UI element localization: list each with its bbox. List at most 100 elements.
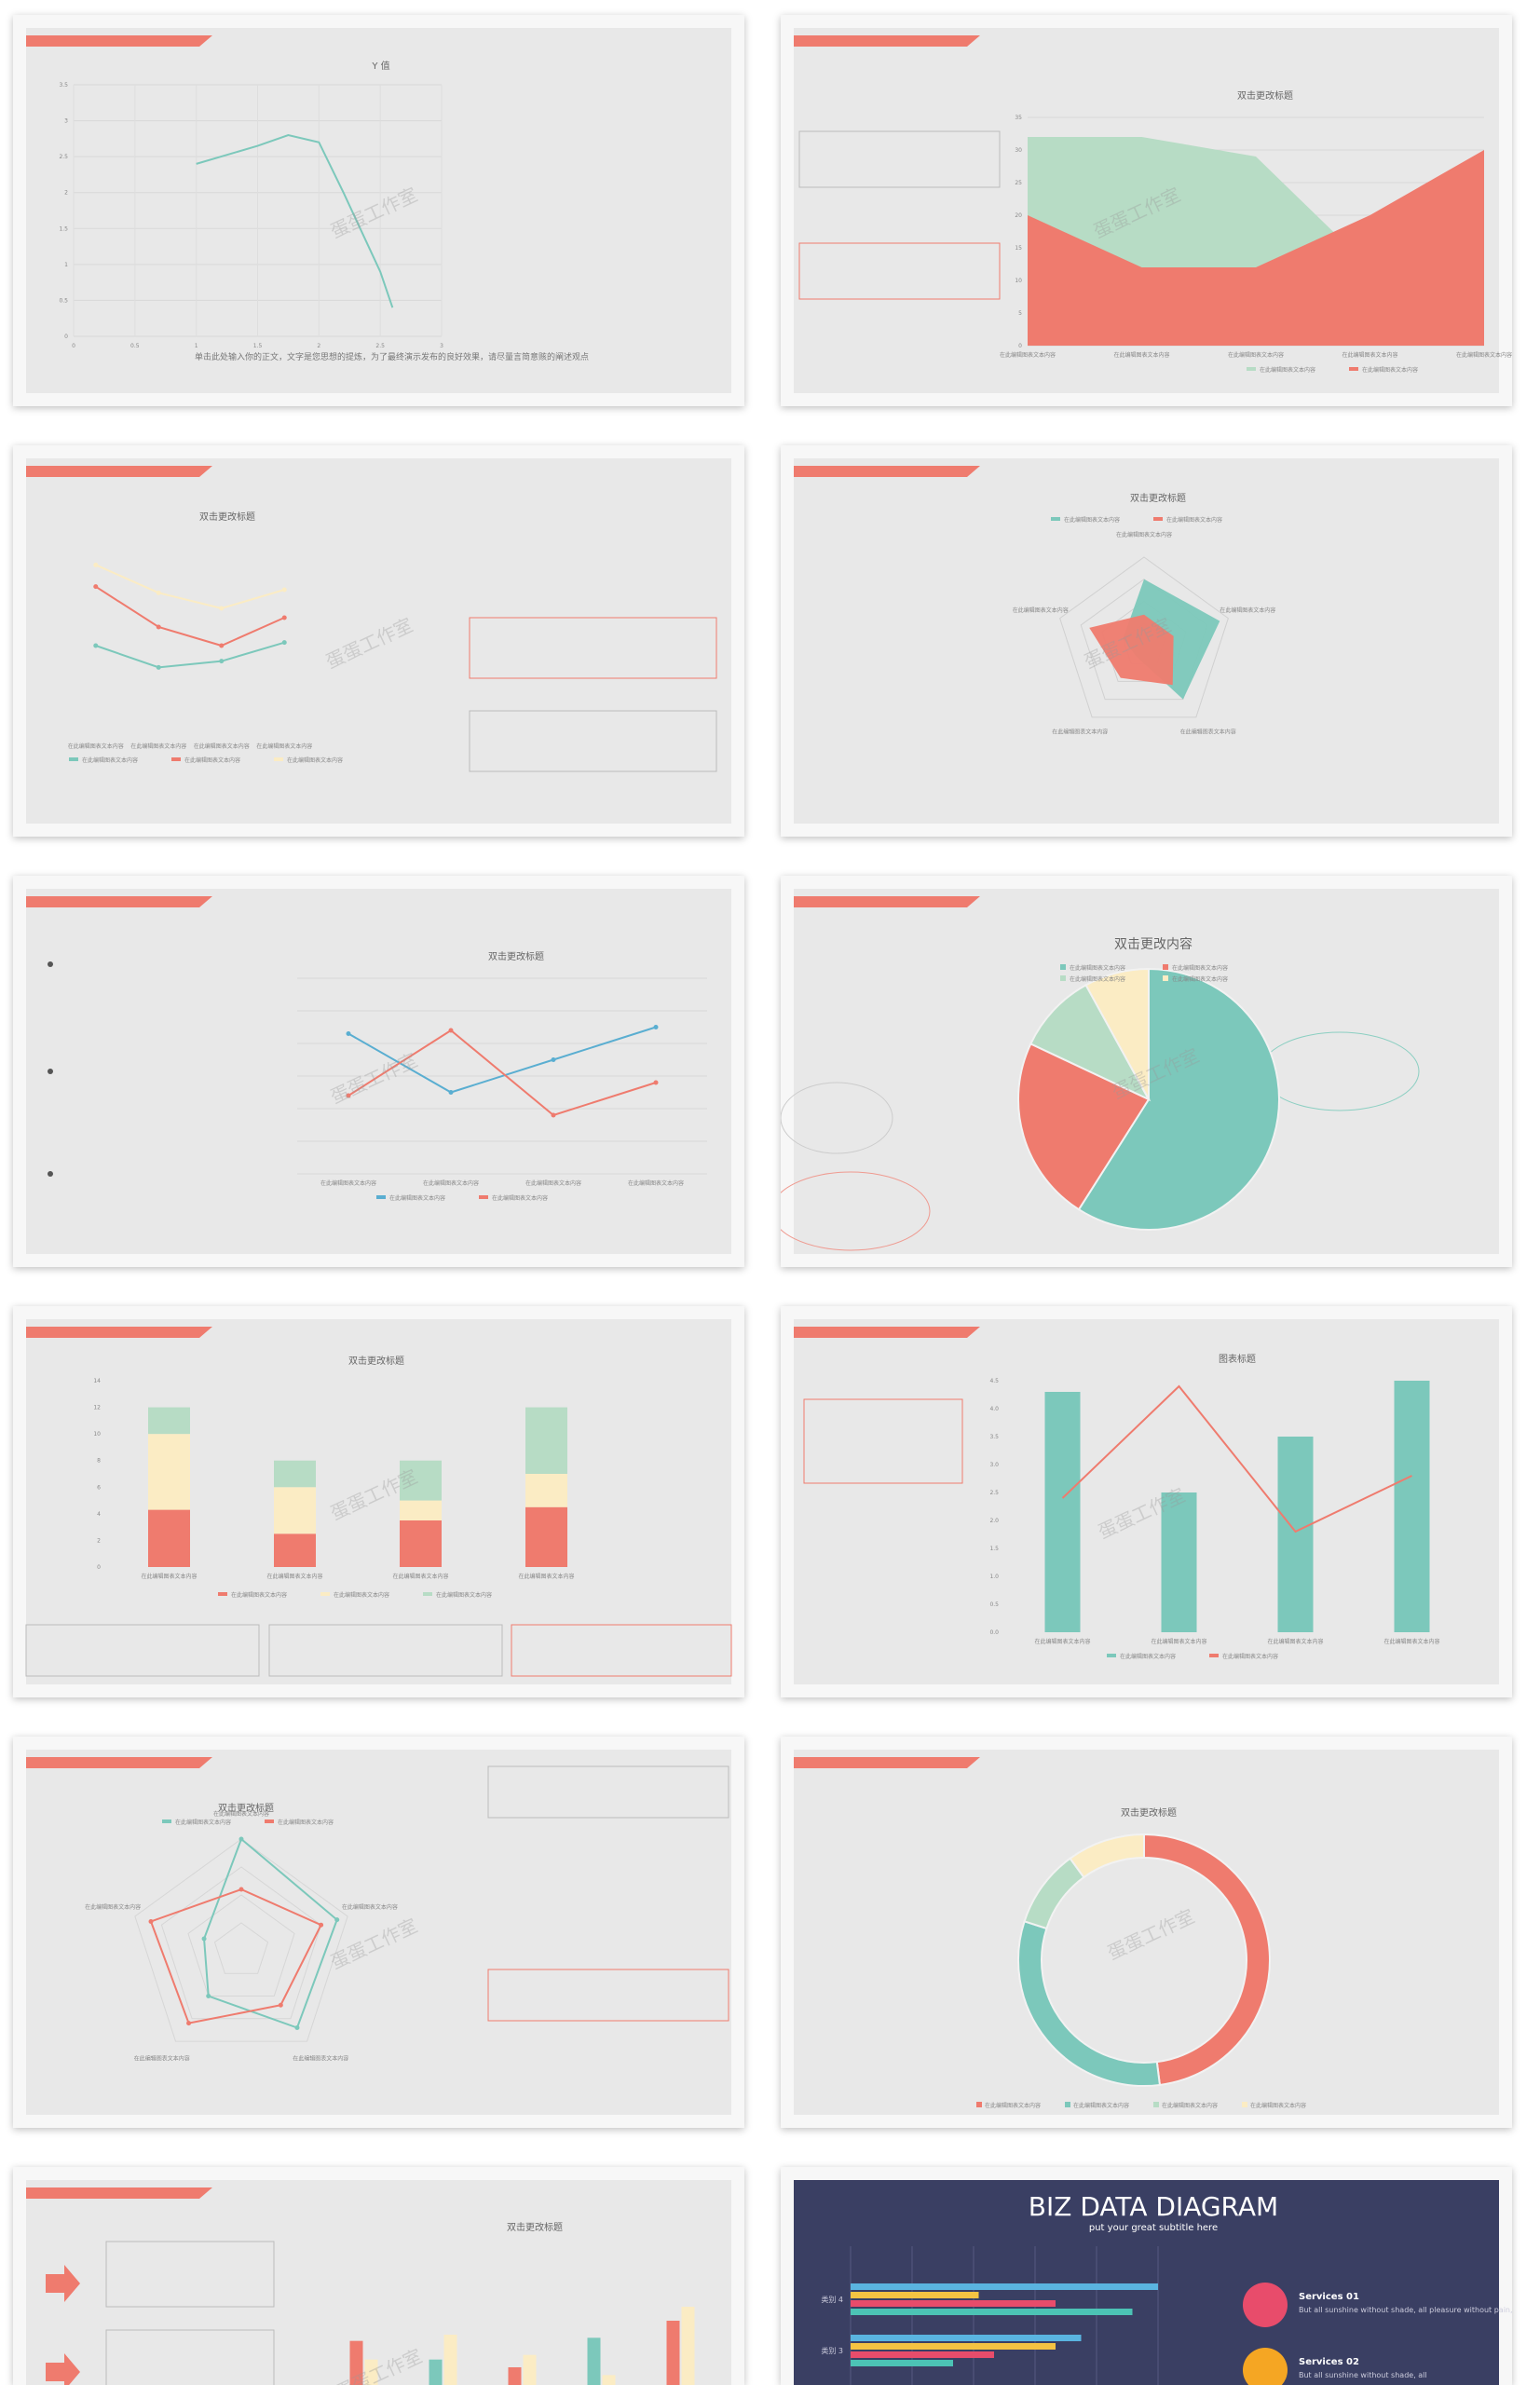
slide-biz-diagram[interactable]: BIZ DATA DIAGRAM put your great subtitle… [781, 2167, 1512, 2385]
legend-swatch [1242, 2102, 1247, 2107]
slide-radar[interactable]: 双击更改标题 在此编辑图表文本内容 在此编辑图表文本内容 在此编辑图表文本内容 在此编… [781, 445, 1512, 837]
text-box [469, 710, 717, 772]
bar [1161, 1492, 1197, 1632]
x-tick-label: 在此编辑图表文本内容 [1151, 1638, 1206, 1645]
x-tick-label: 1.5 [253, 343, 263, 349]
y-tick-label: 5 [1018, 310, 1022, 317]
donut-slice [1069, 1833, 1145, 1879]
radar-ring [213, 1922, 269, 1974]
data-point [294, 2025, 300, 2031]
legend-swatch [69, 757, 78, 761]
legend-swatch [376, 1195, 386, 1199]
x-tick-label: 在此编辑图表文本内容 [392, 1573, 448, 1580]
y-tick-label: 2 [97, 1537, 101, 1544]
text-box [25, 1624, 260, 1677]
data-point [281, 640, 287, 646]
slide-line-y[interactable]: Y 值 0 0.5 1 1.5 2 2.5 3 0 0.5 1 1.5 2 2.5 3 3.5 蛋蛋工作室 … [13, 15, 744, 406]
slide-pie[interactable]: 双击更改内容 在此编辑图表文本内容 在此编辑图表文本内容 在此编辑图表文本内容 在此编… [781, 876, 1512, 1267]
y-tick-label: 35 [1015, 115, 1022, 121]
legend-swatch [1349, 367, 1358, 371]
slide-bar-partial[interactable]: 双击更改标题 蛋蛋工作室 [13, 2167, 744, 2385]
legend-swatch [1060, 975, 1066, 981]
x-tick-label: 2 [317, 343, 320, 349]
axis-label: 在此编辑图表文本内容 [1180, 729, 1236, 736]
slide-line-2[interactable]: 双击更改标题 在此编辑图表文本内容 在此编辑图表文本内容 在此编辑图表文本内容 在此编… [13, 876, 744, 1267]
y-tick-label: 1.5 [59, 225, 68, 232]
axis-label: 在此编辑图表文本内容 [1013, 606, 1069, 614]
slide-donut[interactable]: 双击更改标题 在此编辑图表文本内容 在此编辑图表文本内容 在此编辑图表文本内容 在此编… [781, 1737, 1512, 2128]
x-tick-label: 0.5 [130, 343, 140, 349]
y-tick-label: 1.0 [989, 1574, 999, 1580]
y-tick-label: 0.5 [59, 297, 68, 304]
slide-radar-2[interactable]: 双击更改标题 在此编辑图表文本内容 在此编辑图表文本内容 在此编辑图表文本内容 在此编… [13, 1737, 744, 2128]
bar [364, 2359, 378, 2385]
legend-swatch [162, 1819, 171, 1823]
slide-stacked-bar[interactable]: 双击更改标题 0 2 4 6 8 10 12 14 在此编辑图表文本内容 在此编辑图表文本内容 在此… [13, 1306, 744, 1697]
y-tick-label: 6 [97, 1484, 101, 1491]
data-point [238, 1836, 244, 1842]
data-point [238, 1887, 244, 1892]
bullet-dot [48, 1069, 53, 1074]
y-tick-label: 1.5 [989, 1546, 999, 1552]
x-tick-label: 在此编辑图表文本内容 [518, 1573, 574, 1580]
service-02-title: Services 02 [1299, 2357, 1359, 2367]
y-tick-label: 12 [93, 1405, 101, 1411]
chart-title: 双击更改标题 [507, 2221, 563, 2233]
watermark: 蛋蛋工作室 [1104, 1905, 1198, 1965]
text-box-red [798, 242, 1001, 300]
legend-label: 在此编辑图表文本内容 [436, 1591, 492, 1599]
legend-label: 在此编辑图表文本内容 [1250, 2102, 1306, 2109]
radar-ring [1059, 556, 1229, 718]
y-tick-label: 2.5 [989, 1490, 999, 1496]
service-02-icon [1243, 2348, 1288, 2385]
chart-line-2: 双击更改标题 在此编辑图表文本内容 在此编辑图表文本内容 在此编辑图表文本内容 在此编… [48, 950, 707, 1202]
x-tick-label: 1 [195, 343, 198, 349]
service-01-title: Services 01 [1299, 2292, 1359, 2302]
data-point [156, 624, 161, 630]
service-02-desc: But all sunshine without shade, all [1299, 2371, 1427, 2379]
y-tick-label: 0 [97, 1564, 101, 1571]
data-point [206, 1994, 211, 1999]
legend-label: 在此编辑图表文本内容 [175, 1819, 231, 1826]
thought-cloud [781, 1171, 931, 1251]
x-tick-label: 在此编辑图表文本内容 [141, 1573, 197, 1580]
slide-line-3[interactable]: 双击更改标题 在此编辑图表文本内容 在此编辑图表文本内容 在此编辑图表文本内容 在此编… [13, 445, 744, 837]
y-tick-label: 3.5 [989, 1434, 999, 1440]
hbar [851, 2292, 979, 2298]
x-tick-label: 在此编辑图表文本内容 [1383, 1638, 1439, 1645]
bar [602, 2375, 616, 2385]
hbar [851, 2283, 1158, 2290]
watermark: 蛋蛋工作室 [327, 1915, 421, 1974]
legend-swatch [320, 1592, 330, 1596]
x-tick-label: 在此编辑图表文本内容 [1034, 1638, 1090, 1645]
data-point [201, 1936, 207, 1942]
bar [508, 2367, 522, 2385]
hbar [851, 2309, 1133, 2315]
y-tick-label: 14 [93, 1378, 101, 1384]
donut-slice [1143, 1833, 1271, 2087]
bar-segment [148, 1434, 190, 1510]
series-line [196, 133, 394, 308]
y-tick-label: 2.5 [59, 154, 68, 160]
hbar [851, 2335, 1082, 2341]
watermark: 蛋蛋工作室 [327, 184, 421, 243]
chart-donut: 双击更改标题 在此编辑图表文本内容 在此编辑图表文本内容 在此编辑图表文本内容 在此编… [976, 1806, 1306, 2109]
pie-slice [1029, 983, 1152, 1102]
data-point [219, 659, 225, 664]
slide-combo-bar[interactable]: 图表标题 0.0 0.5 1.0 1.5 2.0 2.5 3.0 3.5 4.0 4.5 在此编辑图… [781, 1306, 1512, 1697]
chart-radar: 双击更改标题 在此编辑图表文本内容在此编辑图表文本内容在此编辑图表文本内容在此编… [1013, 492, 1276, 736]
bar [666, 2321, 680, 2385]
x-tick-label: 在此编辑图表文本内容 [1113, 351, 1169, 359]
axis-label: 在此编辑图表文本内容 [1220, 606, 1275, 614]
chart-title: 双击更改标题 [218, 1802, 274, 1814]
slide-ribbon [26, 1757, 212, 1768]
slide-area[interactable]: 双击更改标题 0 5 10 15 20 25 30 35 在此编辑图表文本内容 在此编辑图表文本内… [781, 15, 1512, 406]
data-point [653, 1025, 659, 1029]
x-tick-label: 在此编辑图表文本内容 [628, 1179, 684, 1187]
x-tick-label: 3 [440, 343, 443, 349]
y-tick-label: 2 [64, 190, 68, 197]
bar-segment [148, 1509, 190, 1567]
text-box-red [803, 1398, 963, 1484]
axis-label: 在此编辑图表文本内容 [134, 2054, 190, 2062]
